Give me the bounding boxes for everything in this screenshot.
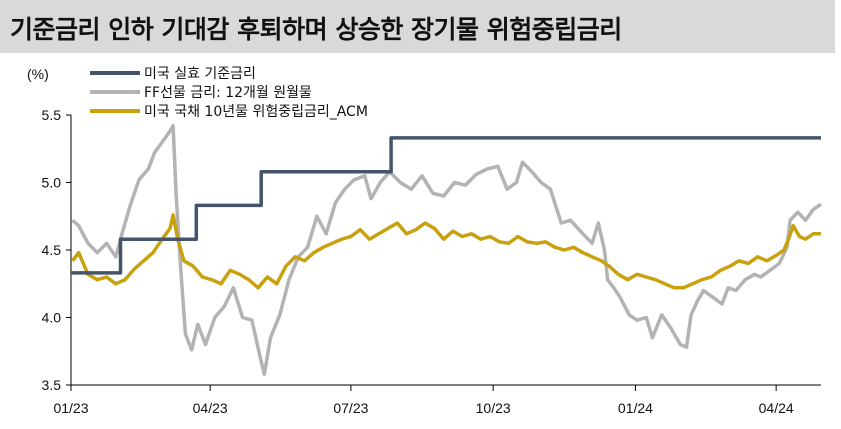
y-tick-label: 4.0	[42, 310, 62, 326]
legend-label-1: 미국 실효 기준금리	[144, 66, 256, 82]
y-tick-label: 3.5	[42, 377, 62, 393]
x-tick-label: 07/23	[333, 400, 368, 416]
legend-label-3: 미국 국채 10년물 위험중립금리_ACM	[144, 104, 368, 120]
y-tick-label: 5.5	[42, 107, 62, 123]
series-line-1	[71, 136, 821, 275]
x-tick-label: 01/23	[53, 400, 88, 416]
title-bar: 기준금리 인하 기대감 후퇴하며 상승한 장기물 위험중립금리	[0, 0, 835, 53]
x-tick-label: 10/23	[476, 400, 511, 416]
series-layer	[71, 124, 823, 376]
series-line-3	[71, 213, 821, 290]
chart-title: 기준금리 인하 기대감 후퇴하며 상승한 장기물 위험중립금리	[10, 15, 622, 44]
series-line-2	[71, 124, 823, 376]
axes: 3.5 4.0 4.5 5.0 5.5 (%) 01/23 04/23 07/23 10/23 01…	[27, 66, 821, 416]
x-tick-label: 04/24	[759, 400, 794, 416]
x-tick-label: 01/24	[618, 400, 653, 416]
y-axis-unit: (%)	[27, 66, 49, 82]
x-tick-label: 04/23	[193, 400, 228, 416]
legend-label-2: FF선물 금리: 12개월 원월물	[144, 85, 312, 101]
y-tick-label: 5.0	[42, 175, 62, 191]
y-tick-label: 4.5	[42, 242, 62, 258]
